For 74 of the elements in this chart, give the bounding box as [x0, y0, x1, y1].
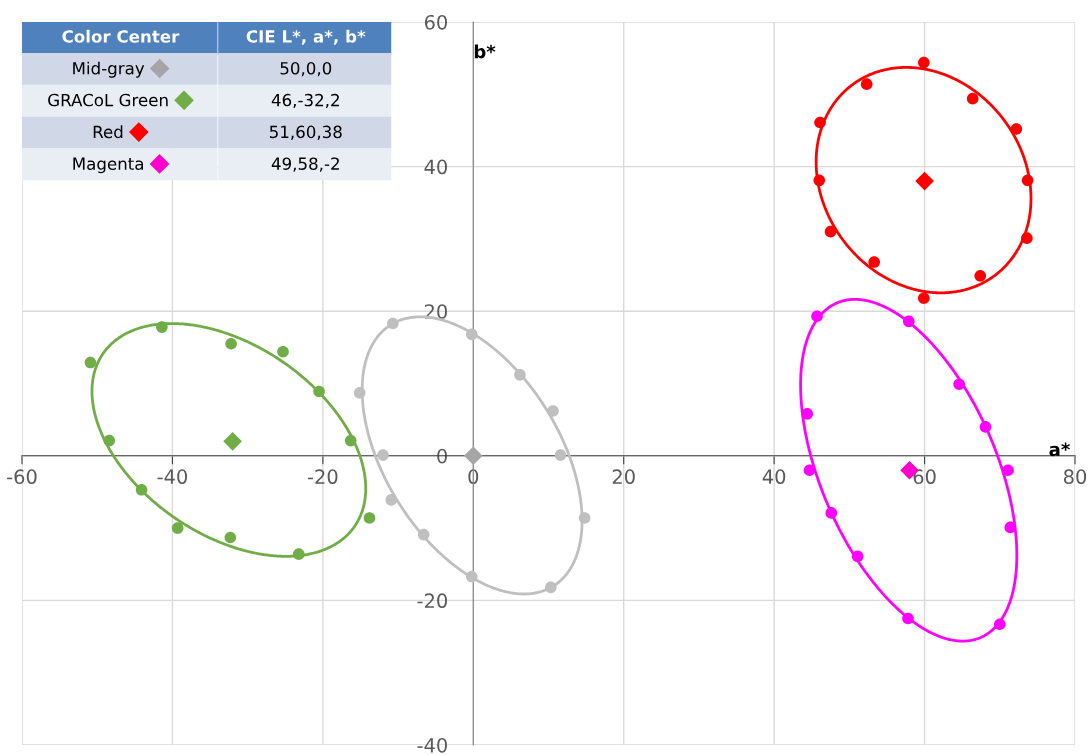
point [953, 378, 965, 391]
x-tick-label: 60 [913, 469, 936, 485]
y-tick-label: 60 [424, 14, 447, 30]
annotation: 50,0,0 [280, 61, 332, 77]
x-tick-label: -40 [157, 469, 188, 485]
point [385, 494, 398, 506]
point [1002, 464, 1014, 477]
point [811, 310, 823, 323]
legend-label: Mid-gray [73, 61, 145, 78]
point [225, 337, 237, 350]
point [156, 321, 168, 333]
point [103, 434, 116, 447]
annotation: 46,-32,2 [271, 93, 339, 109]
point [1021, 174, 1034, 187]
point [277, 345, 289, 358]
point [224, 531, 237, 544]
point [918, 292, 930, 304]
point [979, 421, 992, 433]
y-tick-label: -40 [417, 737, 447, 753]
point [544, 581, 557, 594]
x-tick-label: 20 [612, 469, 635, 485]
legend-label: GRACoL Green [48, 93, 168, 107]
x-tick-label: 40 [762, 469, 786, 485]
point [465, 570, 478, 583]
point [223, 432, 242, 451]
point [465, 328, 478, 341]
point [135, 483, 148, 496]
point [387, 317, 399, 330]
point [1021, 232, 1033, 244]
legend-label: Red [93, 125, 123, 139]
point [463, 446, 483, 466]
point [813, 174, 826, 187]
point [547, 405, 559, 417]
point [554, 449, 567, 461]
point [803, 464, 816, 477]
point [824, 225, 837, 238]
point [814, 116, 826, 129]
y-tick-label: -20 [417, 593, 447, 609]
point [353, 387, 366, 399]
point [860, 78, 873, 90]
point [313, 385, 325, 398]
legend-label: Magenta [73, 157, 143, 174]
y-axis-title: b* [474, 44, 496, 59]
point [902, 315, 915, 328]
annotation: CIE L*, a*, b* [246, 29, 366, 45]
point [363, 512, 376, 524]
point [801, 408, 814, 420]
point [993, 618, 1006, 631]
annotation: Color Center [62, 29, 180, 43]
annotation: 49,58,-2 [271, 157, 339, 172]
point [1004, 521, 1017, 534]
point [84, 356, 97, 369]
point [578, 512, 591, 524]
point [292, 548, 305, 560]
annotation: 51,60,38 [269, 125, 342, 140]
x-tick-label: -60 [7, 469, 37, 485]
y-tick-label: 40 [424, 159, 447, 175]
point [915, 171, 934, 191]
point [918, 56, 930, 69]
x-tick-label: -20 [307, 469, 338, 485]
point [514, 369, 526, 381]
point [851, 550, 864, 563]
x-axis-title: a* [1049, 442, 1070, 457]
point [825, 507, 838, 519]
point [344, 434, 357, 447]
x-tick-label: 80 [1063, 469, 1087, 485]
point [171, 522, 184, 534]
point [1010, 123, 1023, 135]
point [377, 449, 389, 461]
point [966, 92, 979, 105]
point [902, 612, 914, 625]
point [868, 256, 880, 268]
point [417, 528, 430, 541]
point [974, 269, 987, 282]
